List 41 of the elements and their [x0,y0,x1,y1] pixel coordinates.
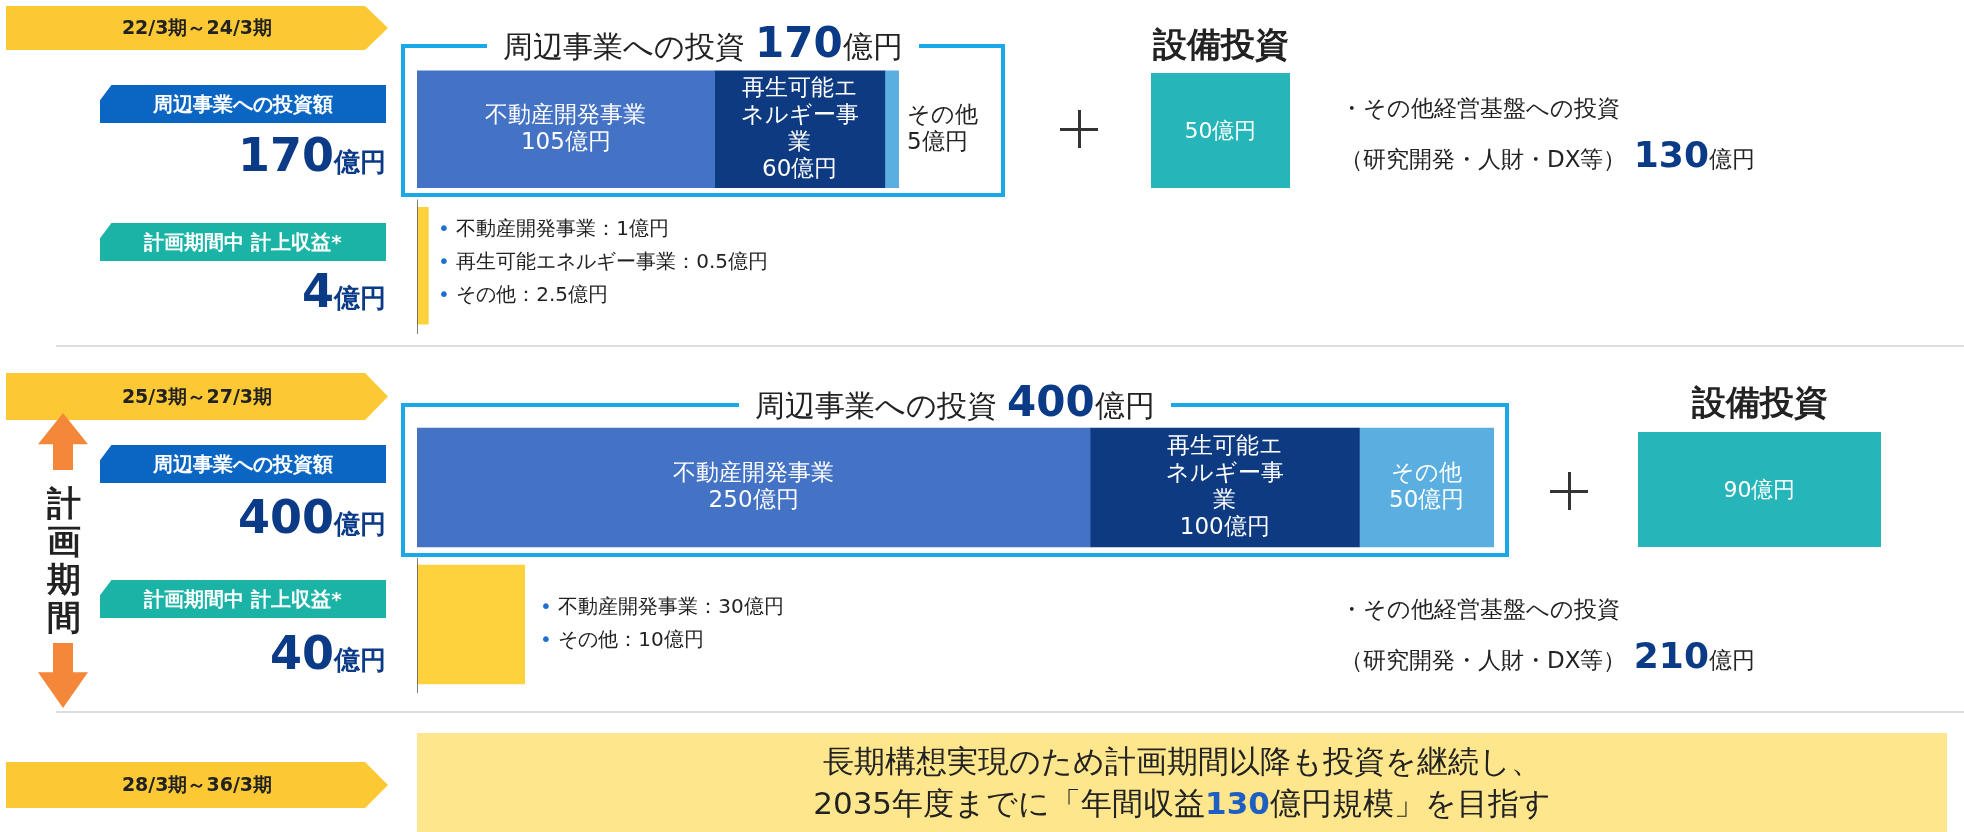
annotation: • 再生可能エネルギー事業：0.5億円 [438,248,768,275]
y-tick-label: 計画期間中 計上収益* [100,580,386,618]
annotation: • 不動産開発事業：30億円 [540,593,784,620]
data-label: 50億円 [1389,485,1465,512]
series-label: 不動産開発事業 [485,100,647,127]
total-label: 400億円 [237,490,386,544]
data-label: 5億円 [907,127,968,154]
text: 長期構想実現のため計画期間以降も投資を継続し、 [822,743,1542,779]
total-label: 4億円 [301,264,386,318]
series-label: その他 [907,100,978,127]
text: 90億円 [1723,475,1796,504]
series-label: 再生可能エネルギー事業 [1165,431,1284,512]
chart-title: 周辺事業への投資 170億円 [503,18,903,67]
y-tick-label: 周辺事業への投資額 [100,85,386,123]
annotation: （研究開発・人財・DX等） 210億円 [1340,635,1755,676]
y-axis-title: 計画期間 [46,483,82,637]
total-label: 170億円 [237,128,386,182]
annotation: • 不動産開発事業：1億円 [438,215,670,242]
total-label: 40億円 [269,626,386,680]
y-tick-label: 計画期間中 計上収益* [100,223,386,261]
data-label: 105億円 [520,127,611,154]
data-label: 250億円 [708,485,799,512]
data-label: 60億円 [762,154,838,181]
series-label: その他 [1391,458,1463,485]
text: 28/3期～36/3期 [6,762,388,808]
text: 25/3期～27/3期 [6,373,388,420]
series-label: 再生可能エネルギー事業 [740,73,859,154]
text: 設備投資 [1152,23,1290,66]
text: 22/3期～24/3期 [6,6,388,50]
data-label: 100億円 [1179,512,1270,539]
y-tick-label: 周辺事業への投資額 [100,445,386,483]
annotation: ・その他経営基盤への投資 [1340,596,1620,622]
text: ・その他経営基盤への投資 [1340,95,1620,121]
text: 2035年度までに「年間収益130億円規模」を目指す [813,785,1551,821]
annotation: • その他：2.5億円 [438,281,609,308]
chart-title: 周辺事業への投資 400億円 [755,377,1155,426]
series-label: 不動産開発事業 [673,458,835,485]
text: 設備投資 [1691,381,1829,424]
text: 50億円 [1184,116,1257,145]
text: （研究開発・人財・DX等） 130億円 [1340,134,1755,175]
annotation: • その他：10億円 [540,626,705,653]
